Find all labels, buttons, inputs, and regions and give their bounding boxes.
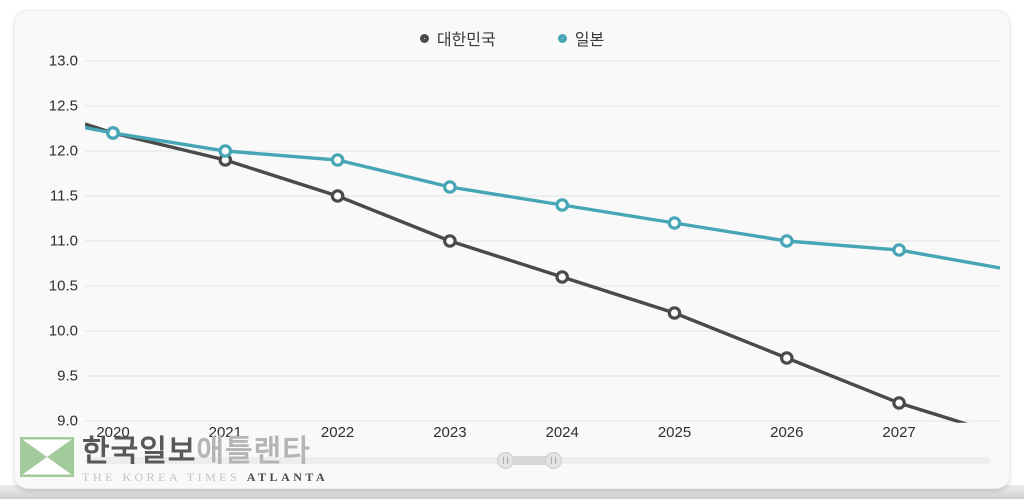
grip-icon xyxy=(503,457,508,464)
x-tick-label: 2026 xyxy=(770,424,804,441)
x-tick-label: 2027 xyxy=(882,424,916,441)
japan-series-marker-icon xyxy=(557,33,567,43)
chart-card xyxy=(14,10,1010,489)
y-tick-label: 9.5 xyxy=(57,367,78,385)
chart-legend: 대한민국 일본 xyxy=(0,26,1024,50)
range-slider-left-handle[interactable] xyxy=(497,452,514,469)
y-tick-label: 13.0 xyxy=(48,52,78,70)
legend-item-korea[interactable]: 대한민국 xyxy=(419,26,496,50)
legend-label-japan: 일본 xyxy=(574,32,605,49)
x-tick-label: 2024 xyxy=(545,424,579,441)
grip-icon xyxy=(551,457,556,464)
range-slider-right-handle[interactable] xyxy=(545,452,562,469)
logo-subtitle-korea-times-en: THE KOREA TIMES xyxy=(82,470,247,484)
y-tick-label: 10.0 xyxy=(48,322,78,340)
x-tick-label: 2023 xyxy=(433,424,467,441)
logo-subtitle-atlanta-en: ATLANTA xyxy=(246,470,329,484)
x-tick-label: 2020 xyxy=(96,424,130,441)
y-tick-label: 10.5 xyxy=(48,277,78,295)
y-tick-label: 12.5 xyxy=(48,97,78,115)
legend-item-japan[interactable]: 일본 xyxy=(557,26,605,50)
x-tick-label: 2025 xyxy=(657,424,692,441)
logo-title-atlanta-kr: 애틀랜타 xyxy=(196,435,311,468)
chart-range-slider-selection[interactable] xyxy=(505,456,553,465)
logo-subtitle: THE KOREA TIMES ATLANTA xyxy=(82,470,328,485)
logo-title: 한국일보애틀랜타 xyxy=(82,437,328,467)
korea-times-atlanta-logo: 한국일보애틀랜타 THE KOREA TIMES ATLANTA xyxy=(20,437,328,485)
legend-label-korea: 대한민국 xyxy=(436,32,496,49)
korea-series-marker-icon xyxy=(419,33,429,43)
y-tick-label: 12.0 xyxy=(48,142,78,160)
y-tick-label: 9.0 xyxy=(57,412,78,430)
logo-title-korea-times: 한국일보 xyxy=(82,435,197,468)
y-tick-label: 11.5 xyxy=(49,187,78,205)
x-tick-label: 2021 xyxy=(208,424,242,441)
y-tick-label: 11.0 xyxy=(49,232,78,250)
korea-times-logo-icon xyxy=(20,437,74,477)
x-tick-label: 2022 xyxy=(320,424,355,441)
logo-text-block: 한국일보애틀랜타 THE KOREA TIMES ATLANTA xyxy=(82,437,328,485)
